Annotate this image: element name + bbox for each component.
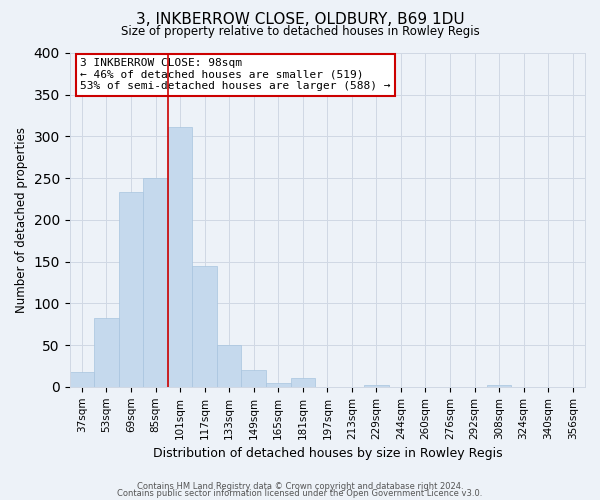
Bar: [290, 378, 315, 387]
Text: Contains public sector information licensed under the Open Government Licence v3: Contains public sector information licen…: [118, 489, 482, 498]
Bar: [193, 266, 217, 387]
Text: 3 INKBERROW CLOSE: 98sqm
← 46% of detached houses are smaller (519)
53% of semi-: 3 INKBERROW CLOSE: 98sqm ← 46% of detach…: [80, 58, 391, 91]
Bar: [266, 382, 290, 387]
Bar: [487, 385, 511, 387]
Text: Size of property relative to detached houses in Rowley Regis: Size of property relative to detached ho…: [121, 25, 479, 38]
Bar: [94, 318, 119, 387]
Text: Contains HM Land Registry data © Crown copyright and database right 2024.: Contains HM Land Registry data © Crown c…: [137, 482, 463, 491]
X-axis label: Distribution of detached houses by size in Rowley Regis: Distribution of detached houses by size …: [152, 447, 502, 460]
Bar: [70, 372, 94, 387]
Bar: [241, 370, 266, 387]
Bar: [364, 385, 389, 387]
Bar: [143, 178, 168, 387]
Bar: [119, 192, 143, 387]
Y-axis label: Number of detached properties: Number of detached properties: [15, 127, 28, 313]
Text: 3, INKBERROW CLOSE, OLDBURY, B69 1DU: 3, INKBERROW CLOSE, OLDBURY, B69 1DU: [136, 12, 464, 28]
Bar: [168, 128, 193, 387]
Bar: [217, 345, 241, 387]
